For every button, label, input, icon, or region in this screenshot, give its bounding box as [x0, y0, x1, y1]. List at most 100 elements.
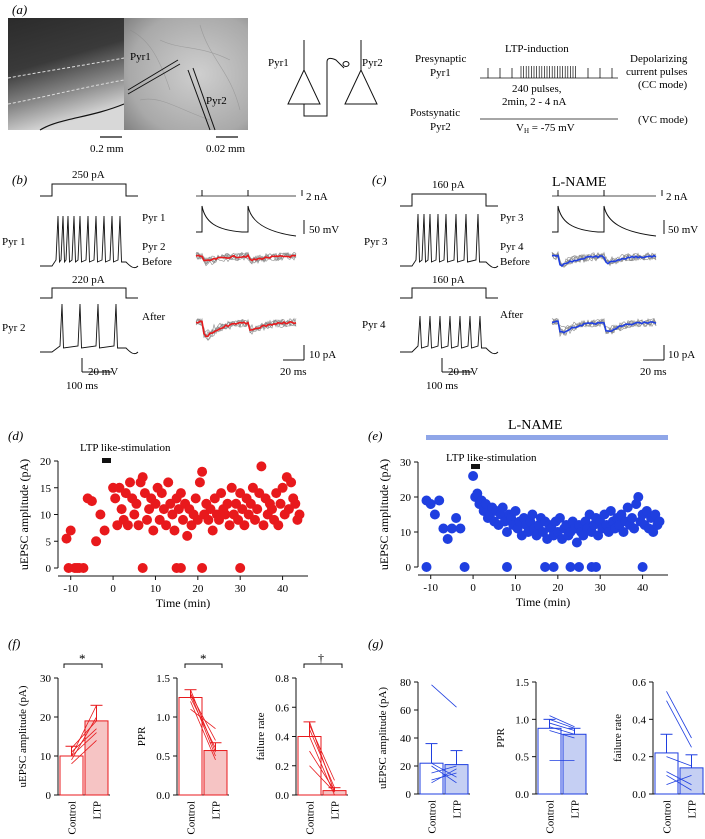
panel-f-label: (f)	[8, 636, 20, 651]
panel-c-epsc-after	[551, 317, 657, 338]
micrograph-high-mag	[124, 18, 248, 130]
panel-b-spikes-pyr1	[40, 215, 139, 269]
chartE-point-102	[548, 562, 559, 572]
chartF3-xlabel-0: Control	[305, 801, 317, 835]
panel-c-step1-trace	[400, 193, 498, 207]
panel-c-after: After	[500, 309, 524, 321]
protocol-duration: 2min, 2 - 4 nA	[502, 96, 567, 108]
chartF3-ytick-label-1: 0.2	[275, 761, 289, 773]
pyr2-soma	[344, 68, 378, 105]
apC-trace	[552, 205, 657, 237]
chartF1-ytick-label-3: 30	[40, 673, 52, 685]
diagram-label-pyr1: Pyr1	[268, 57, 289, 69]
chartD-point-65	[220, 509, 231, 520]
epscC1-mean	[551, 254, 657, 267]
epscB2-sweep-5	[195, 317, 297, 341]
chartE-point-76	[605, 506, 616, 516]
chartG1-pair-3	[431, 768, 457, 784]
chartG2-ylabel: PPR	[495, 728, 507, 748]
chartE-point-52	[554, 513, 565, 523]
chartD-point-47	[182, 530, 193, 541]
panel-b-cell1: Pyr 1	[2, 236, 26, 248]
chartD-xtick-label-3: 20	[192, 583, 204, 595]
chartD-point-79	[250, 514, 260, 525]
chartD-ytick-label-0: 0	[46, 563, 52, 575]
chartD-point-82	[256, 461, 267, 472]
chartD-point-20	[125, 477, 135, 488]
chartG2-bar-ltp	[562, 733, 587, 795]
panel-b-cal-na: 2 nA	[306, 191, 328, 203]
chartF1-xlabel-0: Control	[67, 801, 79, 835]
apB-trace	[196, 205, 297, 237]
panel-g-ppr-chart: 0.0 0.5 1.0 1.5 Control LTP PPR	[495, 677, 588, 834]
panel-g-failure-chart: 0.0 0.2 0.4 0.6 Control LTP failure rate	[612, 677, 705, 834]
chartE-point-4	[438, 523, 449, 534]
panel-c-cal-pa: 10 pA	[668, 349, 695, 361]
panel-b-step1: 250 pA	[72, 169, 105, 181]
chartE-point-25	[497, 502, 508, 513]
protocol-cc-mode: (CC mode)	[638, 79, 688, 91]
photo-label-pyr2: Pyr2	[206, 95, 227, 107]
slice-edge	[39, 103, 125, 131]
chartF2-pair-2	[190, 697, 216, 749]
panel-f-sig-bracket-1	[63, 663, 103, 668]
chartD-point-19	[122, 520, 133, 531]
chartE-point-31	[510, 506, 521, 516]
panel-b-after: After	[142, 311, 166, 323]
chartE-point-100	[502, 562, 512, 572]
chartF3-pair-5	[309, 724, 335, 781]
chartG3-pair-4	[666, 756, 692, 767]
chartG3-pair-2	[666, 774, 692, 791]
chartE-point-39	[527, 509, 538, 520]
panel-b-presynaptic-ap	[196, 205, 297, 237]
chartG2-xlabel-0: Control	[545, 800, 557, 834]
chartF1-pair-0	[71, 720, 97, 749]
panel-c-before: Before	[500, 256, 530, 268]
panel-b-label: (b)	[12, 172, 27, 187]
panel-c-cell1: Pyr 3	[364, 236, 388, 248]
chartF1-ytick-label-0: 0	[46, 790, 52, 802]
pulse-train	[480, 66, 618, 79]
panel-b-epsc-before	[195, 251, 297, 267]
chartF2-bar-ltp	[203, 750, 228, 796]
panel-c-cal-20mv: 20 mV	[448, 366, 478, 378]
pipette-pyr1-b	[127, 63, 181, 95]
chartF1-ytick-label-1: 10	[40, 751, 52, 763]
panel-f-sig-bracket-2	[184, 663, 223, 668]
chartF2-pair-1	[190, 693, 216, 757]
pipette-pyr2-b	[192, 67, 216, 131]
chartD-ytick-label-2: 10	[40, 510, 52, 522]
chartE-point-107	[637, 562, 648, 572]
chartD-point-22	[129, 509, 140, 520]
protocol-pulses: 240 pulses,	[512, 83, 562, 95]
photo-label-pyr1: Pyr1	[130, 51, 151, 63]
chartD-point-23	[131, 498, 142, 509]
epscB1-sweep-5	[195, 252, 297, 264]
chartD-point-28	[142, 514, 152, 525]
chartG1-ytick-label-3: 60	[400, 705, 412, 717]
panel-c-spikes-pyr3	[400, 213, 499, 269]
spikesB2-trace	[40, 303, 139, 355]
chartG1-ytick-label-2: 40	[400, 733, 412, 745]
scale-label-left: 0.2 mm	[90, 143, 124, 155]
chartF3-pair-3	[309, 750, 335, 791]
layer-boundary-lower	[7, 79, 125, 105]
chartF3-pair-2	[309, 736, 335, 796]
epscB1-sweep-3	[195, 252, 297, 267]
panel-c-epsc-before	[551, 251, 657, 268]
protocol-current-pulses: current pulses	[626, 66, 687, 78]
chartE-point-7	[451, 513, 462, 523]
chartD-xtick-label-4: 30	[235, 583, 247, 595]
panel-c-pre: Pyr 3	[500, 212, 524, 224]
chartD-point-104	[197, 563, 208, 573]
chartG2-ytick-label-3: 1.5	[515, 677, 529, 689]
chartG2-ytick-label-1: 0.5	[515, 752, 529, 764]
chartG3-ytick-label-1: 0.2	[632, 752, 646, 764]
chartE-point-106	[591, 562, 601, 572]
chartF2-ytick-label-1: 0.5	[156, 751, 170, 763]
panel-c-cell2: Pyr 4	[362, 319, 386, 331]
chartE-point-103	[565, 562, 576, 572]
chartD-point-0	[61, 533, 72, 544]
chartF1-pair-2	[71, 716, 97, 761]
chartD-xtick-label-1: 0	[110, 583, 116, 595]
